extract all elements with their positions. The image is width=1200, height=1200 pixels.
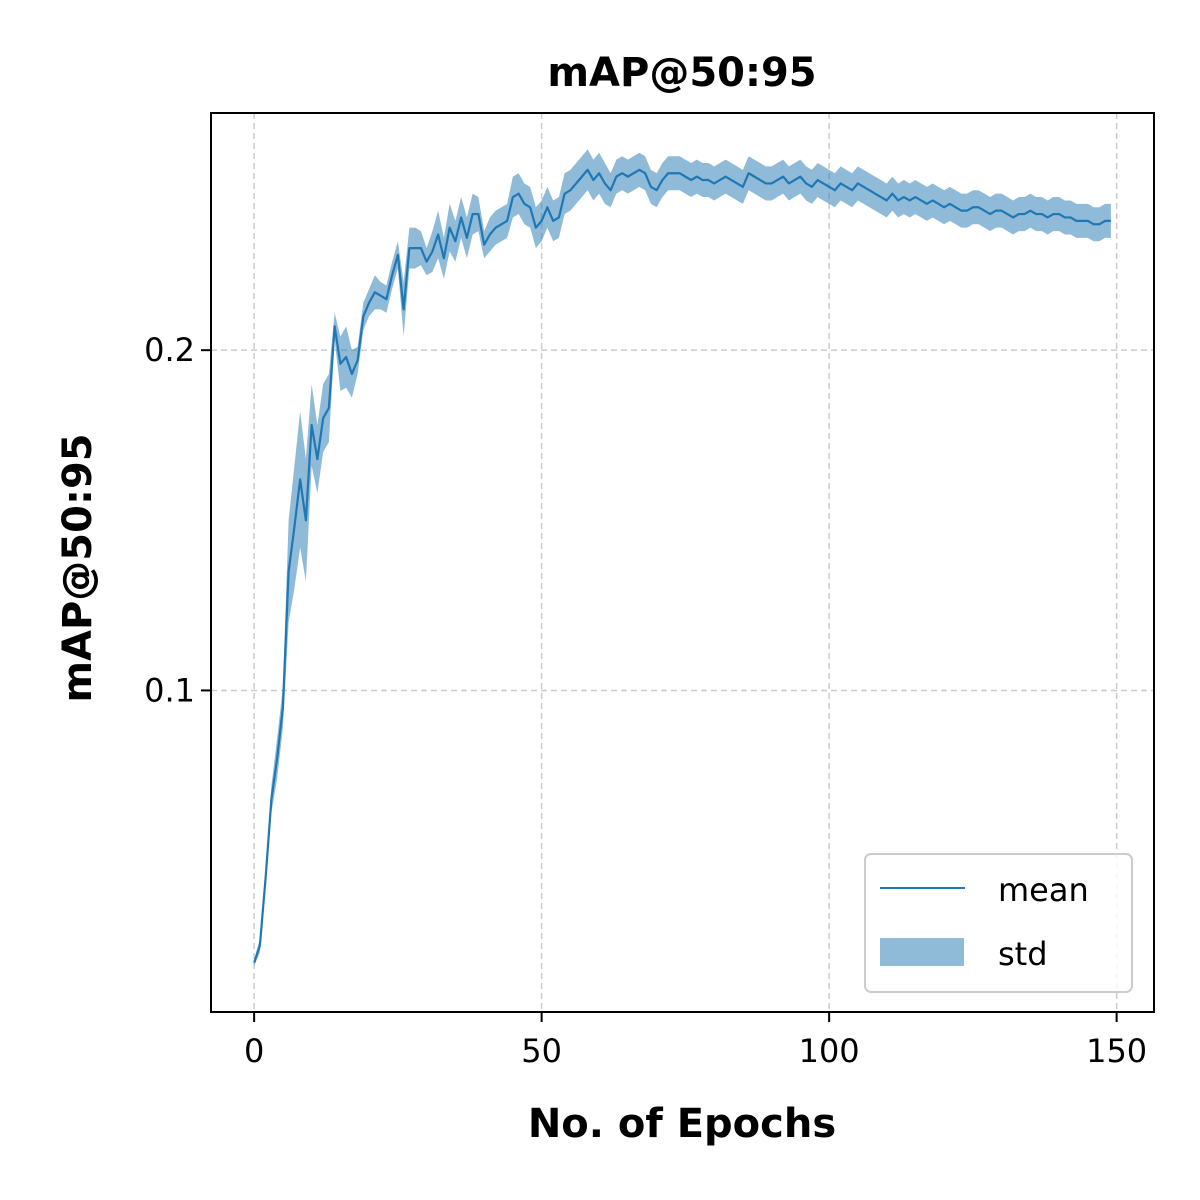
- y-axis-label: mAP@50:95: [55, 433, 101, 702]
- y-tick-label: 0.2: [144, 331, 195, 369]
- x-tick-label: 100: [799, 1032, 860, 1070]
- x-tick-label: 150: [1086, 1032, 1147, 1070]
- x-tick-label: 0: [244, 1032, 264, 1070]
- x-axis-label: No. of Epochs: [528, 1101, 836, 1147]
- legend-mean-label: mean: [998, 871, 1089, 909]
- legend-std-label: std: [998, 935, 1048, 973]
- mean-line: [253, 168, 1111, 964]
- legend-std-swatch: [880, 938, 964, 966]
- y-axis-ticks: 0.1 0.2: [144, 331, 211, 709]
- chart-title: mAP@50:95: [547, 50, 816, 96]
- x-tick-label: 50: [521, 1032, 562, 1070]
- y-tick-label: 0.1: [144, 671, 195, 709]
- legend: mean std: [864, 853, 1133, 993]
- plot-border: [210, 112, 1155, 1013]
- grid: [211, 113, 1154, 1012]
- x-axis-ticks: 0 50 100 150: [244, 1012, 1147, 1070]
- mean-line-layer: [253, 168, 1111, 964]
